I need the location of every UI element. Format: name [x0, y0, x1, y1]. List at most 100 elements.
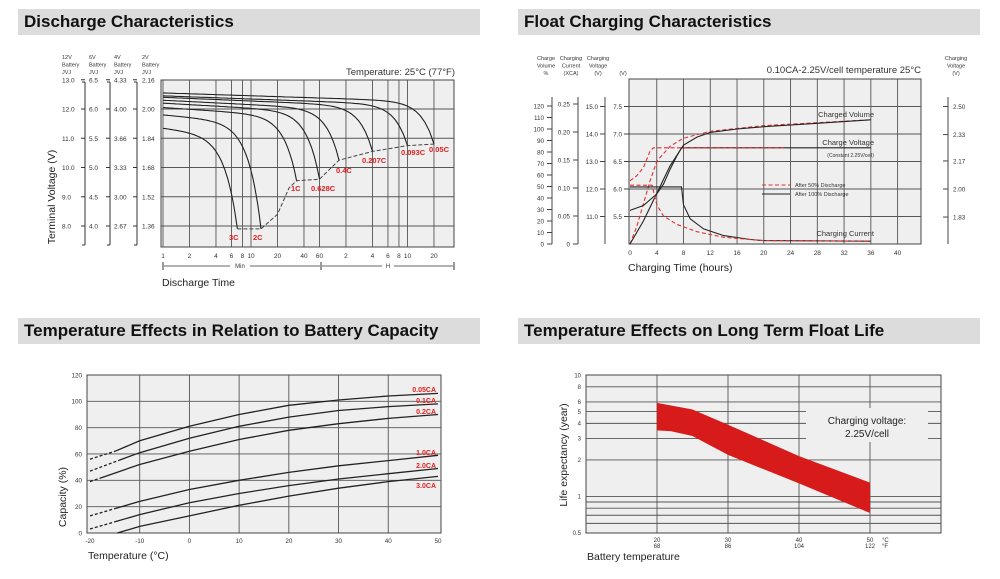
x-tick-label: 0	[188, 538, 192, 545]
capacity-title-bar: Temperature Effects in Relation to Batte…	[18, 318, 480, 344]
capacity-curve-dashed-0.2CA	[89, 477, 101, 483]
y-tick-label: 0	[78, 530, 82, 537]
capacity-chart: -20 -10 0 10 20 30 40 50 0 20 40 60 80 100 120 0.05CA 0.…	[57, 372, 442, 562]
series-label: 3.0CA	[416, 483, 436, 490]
y-tick-label: 2.33	[953, 132, 966, 139]
y-axis-header: JVJ	[62, 70, 71, 76]
y-tick-label: 120	[71, 372, 82, 379]
y-tick-label: 0.10	[558, 185, 571, 192]
y-tick-label: 0.25	[558, 101, 571, 108]
y-axis-header: Voltage	[589, 64, 607, 70]
y-tick-label: 12.0	[586, 186, 599, 193]
discharge-chart: 1 2 4 6 8 10 20 40 60 2 4 6 8 10 2012VBatteryJVJ13.012…	[46, 55, 455, 289]
y-tick-label: 1.83	[953, 214, 966, 221]
legend-label: After 100% Discharge	[795, 192, 849, 198]
x-tick-label: 8	[241, 253, 245, 260]
y-tick-label: 2.17	[953, 158, 966, 165]
float-chart: 0 4 8 12 16 20 24 28 32 36 40 Charge Volume% 0 10 20 30 4…	[533, 56, 967, 274]
x-tick-label-celsius: 40	[796, 538, 803, 544]
y-tick-label: 4.0	[89, 224, 98, 231]
y-axis-header: Battery	[62, 63, 80, 69]
y-tick-label: 3.66	[114, 136, 127, 143]
x-tick-label-fahrenheit: 104	[794, 544, 805, 550]
curve-label-charging-current: Charging Current	[816, 229, 874, 238]
x-tick-label: 1	[161, 253, 165, 260]
annotation-background	[806, 408, 928, 442]
capacity-curve-dashed-0.05CA	[89, 450, 116, 460]
x-tick-label: 20	[760, 250, 768, 257]
series-label: 0.628C	[311, 184, 336, 193]
y-axis-label: Terminal Voltage (V)	[46, 150, 58, 245]
x-tick-label-celsius: 20	[654, 538, 661, 544]
y-tick-label: 80	[75, 425, 83, 432]
temperature-annotation: Temperature: 25°C (77°F)	[346, 67, 455, 78]
series-label: 1C	[291, 184, 301, 193]
y-tick-label: 1.52	[142, 194, 155, 201]
x-tick-label: 4	[214, 253, 218, 260]
float-curve-charge-voltage-3	[629, 147, 784, 182]
y-tick-label: 100	[71, 399, 82, 406]
y-axis-header: Battery	[114, 63, 132, 69]
y-tick-label: 5.5	[613, 214, 622, 221]
discharge-curve-1C	[162, 106, 298, 181]
y-tick-label: 4.00	[114, 107, 127, 114]
x-tick-label: 50	[434, 538, 442, 545]
y-axis-header: 6V	[89, 55, 96, 61]
curve-label-charged-volume: Charged Volume	[818, 110, 874, 119]
y-tick-label: 1	[578, 495, 582, 501]
x-tick-label: -20	[85, 538, 95, 545]
y-tick-label: 0	[566, 241, 570, 248]
capacity-curve-dashed-1.0CA	[89, 507, 116, 517]
x-tick-label: 40	[300, 253, 308, 260]
life-expectancy-band	[657, 402, 870, 513]
y-axis-header: 4V	[114, 55, 121, 61]
x-unit-fahrenheit: °F	[882, 544, 888, 550]
y-tick-label: 20	[537, 218, 545, 225]
y-tick-label: 13.0	[62, 77, 75, 84]
y-tick-label: 10.0	[62, 165, 75, 172]
series-label: 0.05C	[429, 145, 450, 154]
float-curve-charging-current-4	[630, 186, 871, 242]
y-axis-header: Volume	[537, 64, 555, 70]
x-tick-label: 24	[787, 250, 795, 257]
y-tick-label: 1.84	[142, 136, 155, 143]
y-axis-header: JVJ	[142, 70, 151, 76]
x-tick-label: 16	[733, 250, 741, 257]
discharge-curve-0.207C	[162, 96, 374, 152]
capacity-curve-dashed-0.1CA	[89, 459, 121, 472]
y-axis-header: Battery	[89, 63, 107, 69]
y-tick-label: 2.00	[142, 107, 155, 114]
min-range-label: Min	[235, 264, 245, 270]
series-label: 2C	[253, 233, 263, 242]
y-tick-label: 30	[537, 207, 545, 214]
capacity-curve-3.0CA	[117, 475, 439, 534]
x-tick-label-fahrenheit: 86	[725, 544, 732, 550]
float-title-bar: Float Charging Characteristics	[518, 9, 980, 35]
x-unit-celsius: °C	[882, 538, 889, 544]
y-tick-label: 6.0	[613, 186, 622, 193]
series-label: 0.2CA	[416, 409, 436, 416]
x-tick-label: 2	[188, 253, 192, 260]
y-axis-header: 12V	[62, 55, 72, 61]
series-label: 0.05CA	[412, 387, 436, 394]
y-axis-header: (V)	[594, 71, 602, 77]
y-axis-header: 2V	[142, 55, 149, 61]
y-axis-header: JVJ	[114, 70, 123, 76]
discharge-title-bar: Discharge Characteristics	[18, 9, 480, 35]
y-tick-label: 40	[537, 195, 545, 202]
float-curve-charged-volume-1	[629, 119, 871, 245]
capacity-curve-2.0CA	[114, 467, 439, 523]
hour-range-label: H	[386, 264, 390, 270]
discharge-title: Discharge Characteristics	[24, 12, 234, 31]
x-tick-label: 36	[867, 250, 875, 257]
y-tick-label: 60	[537, 172, 545, 179]
series-label: 0.093C	[401, 148, 426, 157]
y-tick-label: 1.68	[142, 165, 155, 172]
y-tick-label: 0.20	[558, 129, 571, 136]
y-tick-label: 11.0	[586, 214, 598, 221]
y-tick-label: 3	[578, 437, 582, 443]
capacity-curve-0.2CA	[99, 413, 439, 479]
x-tick-label: 12	[707, 250, 715, 257]
x-tick-label: 10	[236, 538, 244, 545]
y-tick-label: 9.0	[62, 194, 71, 201]
